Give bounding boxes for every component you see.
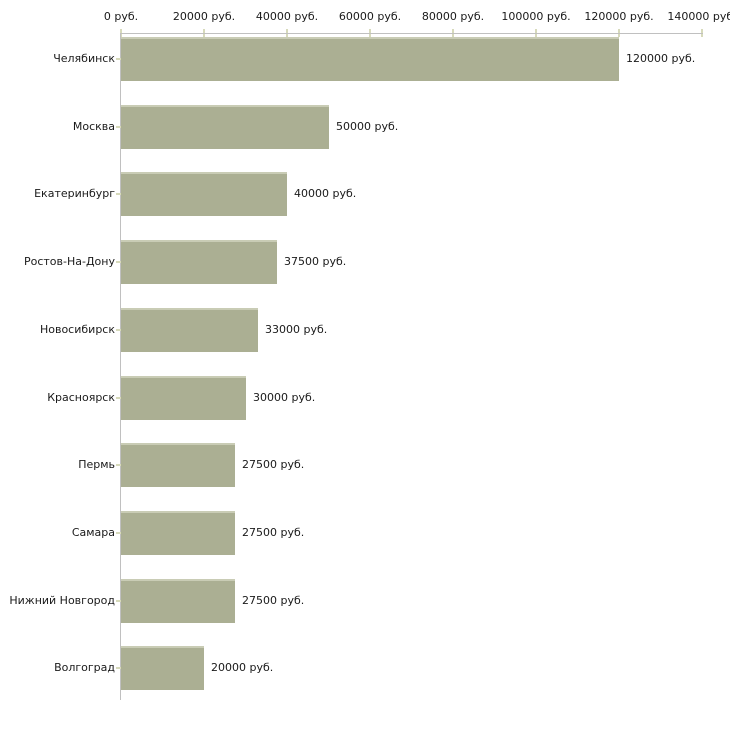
y-axis-line (120, 33, 121, 700)
x-tick-label: 0 руб. (103, 10, 139, 23)
bar (121, 307, 258, 352)
bar (121, 646, 204, 691)
category-label: Новосибирск (39, 322, 115, 336)
category-label: Нижний Новгород (9, 593, 115, 607)
x-tick-label: 140000 руб. (667, 10, 730, 23)
category-label: Волгоград (54, 661, 115, 675)
category-label: Самара (71, 525, 115, 539)
bar (121, 172, 287, 217)
bar (121, 104, 329, 149)
bar (121, 443, 235, 488)
x-tick-label: 40000 руб. (255, 10, 319, 23)
category-tick-mark (116, 328, 124, 331)
category-label: Ростов-На-Дону (23, 255, 115, 269)
value-label: 27500 руб. (242, 593, 305, 607)
category-tick-mark (116, 667, 124, 670)
category-tick-mark (116, 599, 124, 602)
category-label: Красноярск (47, 390, 115, 404)
value-label: 27500 руб. (242, 458, 305, 472)
category-label: Москва (72, 119, 115, 133)
bar (121, 578, 235, 623)
category-label: Челябинск (53, 52, 115, 65)
x-tick-label: 20000 руб. (172, 10, 236, 23)
category-tick-mark (116, 193, 124, 196)
bar (121, 37, 619, 81)
value-label: 33000 руб. (265, 322, 328, 336)
x-tick-label: 120000 руб. (584, 10, 654, 23)
value-label: 120000 руб. (626, 52, 696, 65)
category-tick-mark (116, 125, 124, 128)
value-label: 37500 руб. (284, 255, 347, 269)
x-axis-line (120, 33, 703, 34)
value-label: 40000 руб. (294, 187, 357, 201)
category-tick-mark (116, 531, 124, 534)
value-label: 30000 руб. (253, 390, 316, 404)
value-label: 20000 руб. (211, 661, 274, 675)
x-tick-label: 80000 руб. (421, 10, 485, 23)
category-tick-mark (116, 396, 124, 399)
x-tick-label: 100000 руб. (501, 10, 571, 23)
category-tick-mark (116, 261, 124, 264)
category-label: Пермь (78, 458, 115, 472)
x-tick-label: 60000 руб. (338, 10, 402, 23)
category-label: Екатеринбург (34, 187, 115, 201)
bar (121, 375, 246, 420)
value-label: 50000 руб. (336, 119, 399, 133)
category-tick-mark (116, 58, 124, 60)
bar (121, 240, 277, 285)
bar (121, 510, 235, 555)
category-tick-mark (116, 464, 124, 467)
value-label: 27500 руб. (242, 525, 305, 539)
